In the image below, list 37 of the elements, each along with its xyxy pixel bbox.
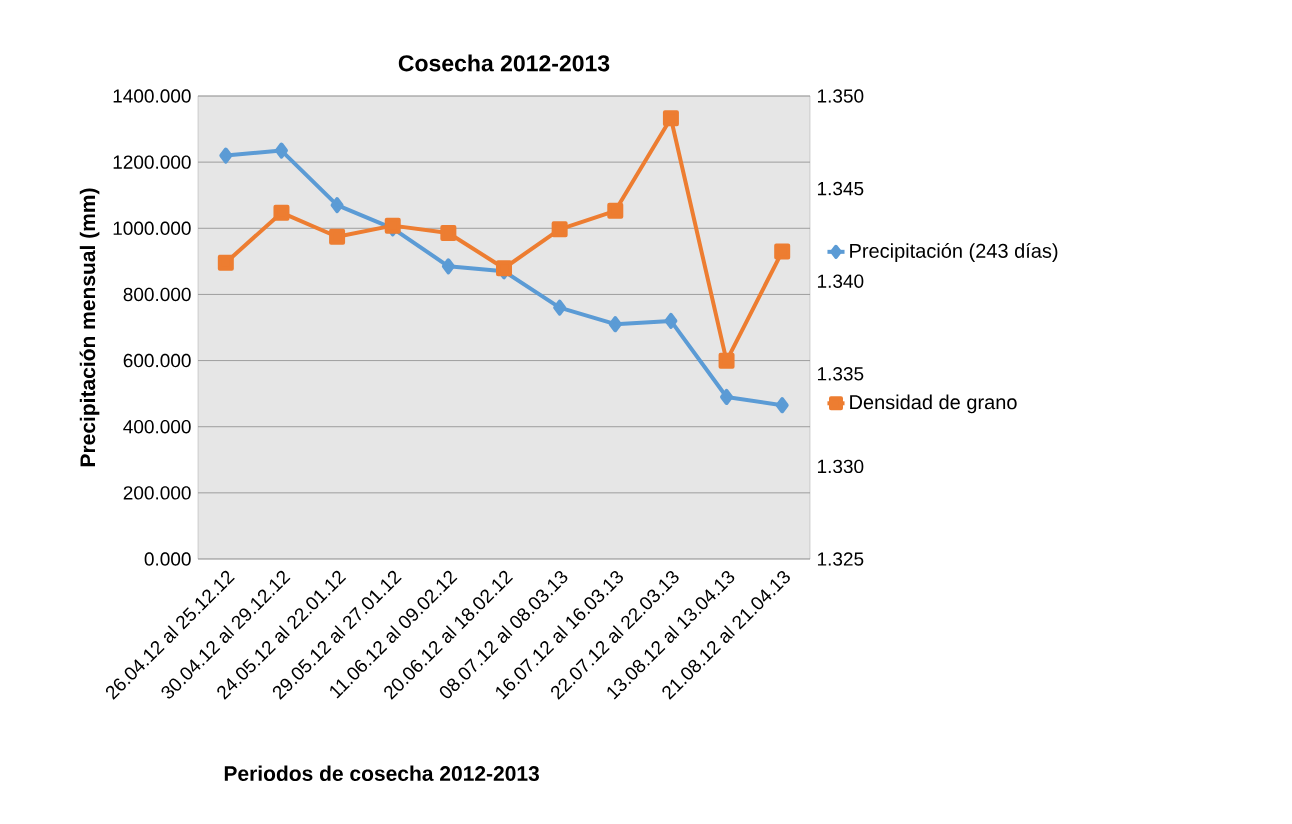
point: [607, 202, 624, 219]
point: [774, 243, 791, 260]
y-tick-label: 0.000: [144, 552, 191, 566]
y-tick-label: 1000.000: [113, 221, 191, 236]
y-tick-label: 400.000: [123, 419, 191, 434]
legend-label: Densidad de grano: [850, 394, 1017, 414]
point: [662, 110, 679, 127]
point: [217, 254, 234, 271]
point: [219, 147, 233, 164]
point: [718, 352, 735, 369]
y2-tick-label: 1.335: [817, 367, 864, 381]
point: [330, 197, 344, 214]
y2-tick-label: 1.340: [817, 274, 864, 288]
y-tick-label: 1200.000: [113, 155, 191, 169]
y-tick-label: 1400.000: [113, 89, 191, 103]
point: [775, 397, 789, 414]
point: [440, 225, 457, 242]
point: [273, 204, 290, 221]
point: [329, 228, 346, 245]
y-tick-label: 600.000: [123, 353, 191, 368]
x-axis-title: Periodos de cosecha 2012-2013: [224, 765, 539, 781]
y2-tick-label: 1.325: [817, 552, 864, 566]
y-tick-label: 800.000: [123, 287, 191, 302]
legend-label: Precipitación (243 días): [850, 243, 1058, 262]
point: [441, 258, 455, 275]
point: [274, 142, 288, 159]
y-tick-label: 200.000: [123, 486, 191, 500]
y-axis-title: Precipitación mensual (mm): [79, 188, 100, 467]
point: [551, 221, 568, 238]
chart-title: Cosecha 2012-2013: [398, 54, 610, 72]
point: [553, 299, 567, 316]
y2-tick-label: 1.350: [817, 89, 864, 103]
y2-tick-label: 1.345: [817, 181, 864, 196]
point: [664, 312, 678, 329]
y2-tick-label: 1.330: [817, 459, 864, 474]
point: [608, 316, 622, 333]
point: [720, 388, 734, 405]
